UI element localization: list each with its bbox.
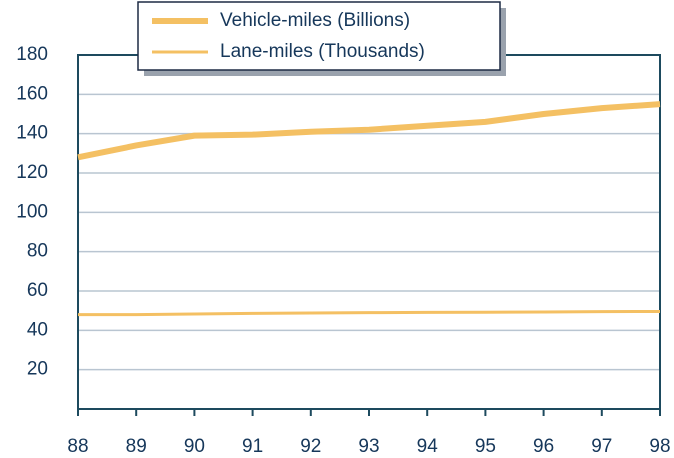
x-tick-label: 93 — [358, 436, 379, 457]
y-tick-label: 120 — [16, 162, 48, 183]
y-tick-label: 180 — [16, 44, 48, 65]
y-tick-label: 20 — [27, 359, 48, 380]
legend: Vehicle-miles (Billions) Lane-miles (Thou… — [137, 1, 506, 76]
x-tick-label: 98 — [649, 436, 670, 457]
legend-label: Lane-miles (Thousands) — [220, 41, 425, 62]
x-tick-label: 95 — [475, 436, 496, 457]
x-tick-label: 92 — [300, 436, 321, 457]
y-tick-label: 80 — [27, 241, 48, 262]
y-tick-label: 140 — [16, 123, 48, 144]
x-tick-label: 97 — [591, 436, 612, 457]
series-line — [78, 309, 661, 317]
series-line — [77, 101, 661, 161]
y-tick-label: 160 — [16, 83, 48, 104]
legend-label: Vehicle-miles (Billions) — [220, 10, 410, 31]
x-tick-label: 90 — [184, 436, 205, 457]
x-tick-label: 94 — [417, 436, 439, 457]
x-tick-label: 89 — [126, 436, 147, 457]
y-tick-label: 60 — [27, 280, 48, 301]
y-tick-label: 100 — [16, 201, 48, 222]
x-tick-label: 88 — [67, 436, 88, 457]
x-tick-label: 96 — [533, 436, 554, 457]
legend-box — [137, 1, 501, 71]
x-tick-label: 91 — [242, 436, 263, 457]
y-tick-label: 40 — [27, 319, 48, 340]
